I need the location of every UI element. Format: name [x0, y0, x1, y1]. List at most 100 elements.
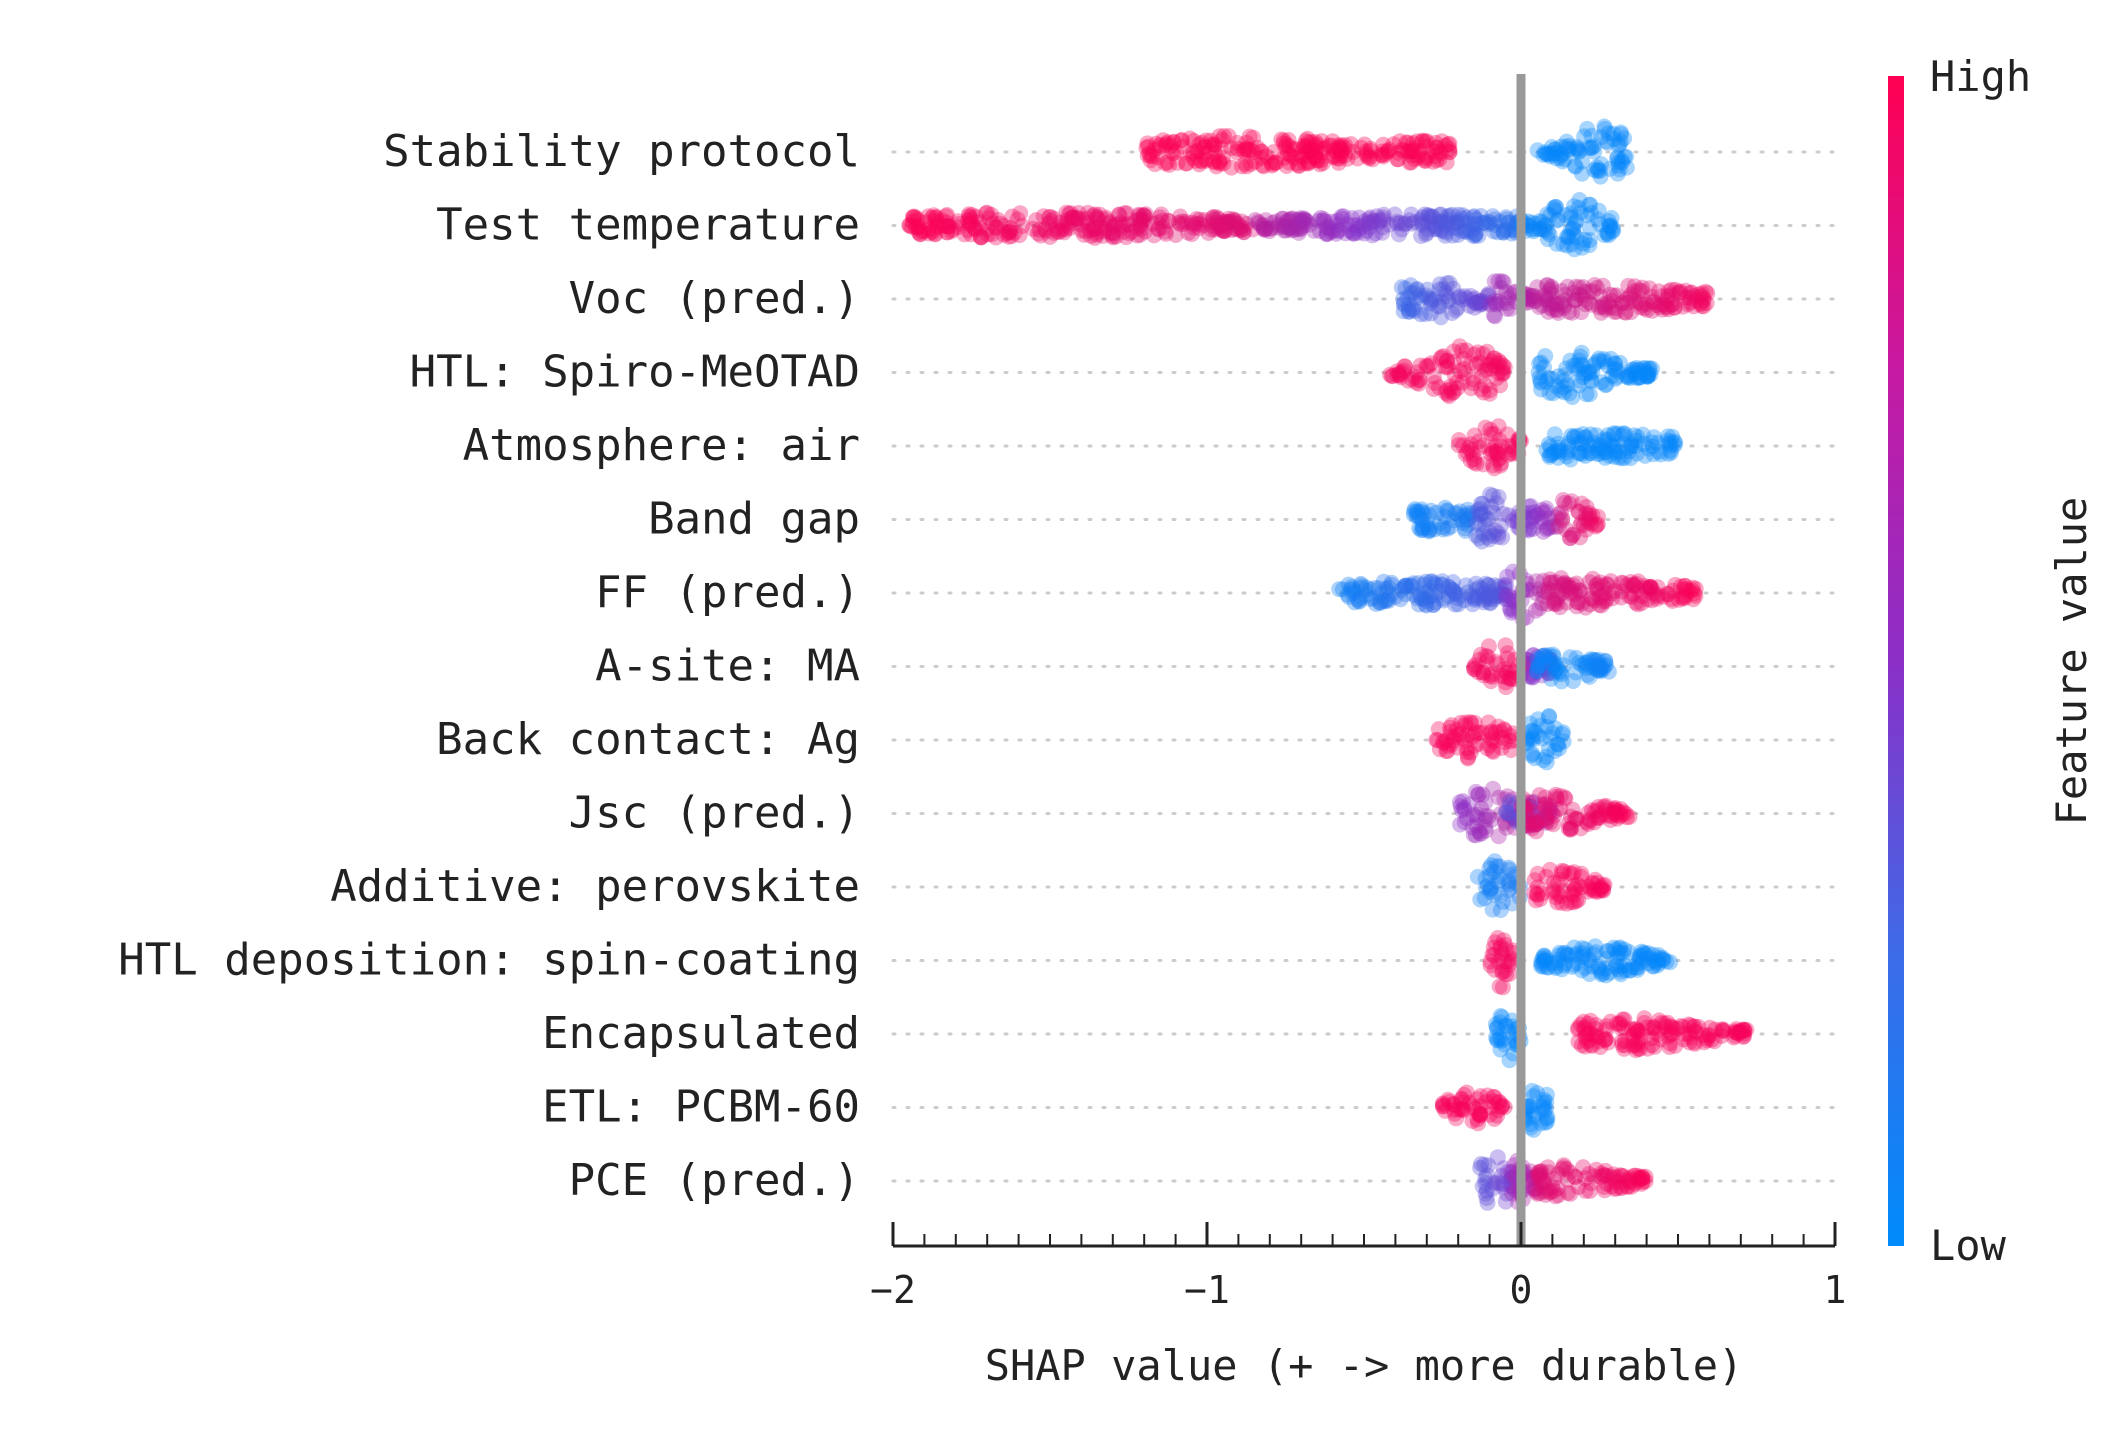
shap-point — [1543, 139, 1560, 155]
shap-point — [1184, 214, 1200, 231]
shap-point — [1602, 217, 1619, 234]
shap-point — [1551, 149, 1568, 166]
shap-point — [1309, 152, 1326, 169]
shap-point — [1168, 143, 1184, 160]
shap-point — [1685, 288, 1702, 305]
feature-label: Voc (pred.) — [569, 273, 860, 324]
shap-point — [1698, 295, 1715, 312]
x-tick-label: −2 — [870, 1268, 916, 1312]
shap-point — [1288, 221, 1305, 237]
shap-point — [1524, 816, 1541, 833]
shap-point — [1301, 142, 1318, 159]
shap-point — [1408, 281, 1425, 298]
shap-point — [967, 221, 984, 238]
shap-point — [1154, 219, 1171, 236]
shap-point — [1405, 142, 1422, 159]
shap-point — [1119, 215, 1136, 232]
shap-point — [1337, 225, 1354, 242]
shap-point — [1375, 206, 1392, 223]
shap-point — [1379, 142, 1396, 159]
shap-point — [1608, 303, 1625, 320]
shap-point — [1604, 292, 1621, 309]
shap-point — [1047, 221, 1063, 238]
shap-point — [1480, 357, 1497, 374]
shap-point — [1553, 145, 1570, 162]
shap-point — [1583, 139, 1599, 156]
shap-point — [1361, 219, 1378, 235]
shap-point — [1414, 132, 1431, 149]
shap-point — [1476, 214, 1493, 231]
shap-point — [1555, 492, 1572, 508]
shap-point — [910, 219, 927, 236]
shap-point — [1132, 211, 1149, 228]
shap-point — [1544, 295, 1561, 311]
shap-point — [1357, 213, 1374, 230]
shap-point — [1381, 216, 1397, 233]
shap-point — [1291, 157, 1308, 174]
shap-point — [1556, 151, 1573, 168]
shap-point — [1625, 576, 1642, 593]
shap-point — [1185, 219, 1202, 236]
shap-point — [1425, 217, 1442, 234]
shap-point — [1632, 947, 1649, 964]
shap-point — [1233, 213, 1250, 230]
shap-point — [1063, 209, 1080, 226]
shap-point — [1424, 208, 1441, 225]
shap-point — [1626, 278, 1643, 295]
shap-point — [1466, 454, 1483, 471]
shap-point — [1503, 441, 1520, 458]
shap-point — [1473, 292, 1490, 309]
shap-point — [1328, 143, 1345, 160]
shap-point — [1585, 283, 1602, 300]
shap-point — [1555, 236, 1572, 253]
shap-point — [1339, 216, 1355, 233]
shap-point — [939, 207, 956, 223]
shap-point — [1469, 1111, 1486, 1128]
shap-point — [1356, 216, 1372, 233]
shap-point — [1106, 217, 1123, 234]
shap-point — [1239, 141, 1256, 158]
shap-point — [934, 212, 951, 229]
shap-point — [1139, 135, 1156, 152]
shap-point — [1446, 353, 1462, 370]
shap-point — [1550, 736, 1567, 753]
shap-point — [1194, 217, 1211, 234]
shap-point — [1448, 374, 1465, 391]
shap-point — [1553, 295, 1570, 312]
shap-point — [1454, 374, 1471, 391]
shap-point — [1502, 880, 1519, 897]
shap-point — [1191, 156, 1208, 173]
shap-point — [1426, 143, 1443, 160]
shap-point — [1573, 344, 1590, 361]
feature-label: Atmosphere: air — [463, 420, 860, 471]
shap-point — [1306, 148, 1323, 165]
shap-point — [1595, 296, 1612, 313]
shap-point — [1051, 214, 1068, 231]
shap-point — [1604, 219, 1621, 236]
shap-point — [1173, 132, 1190, 149]
shap-point — [1225, 214, 1242, 231]
shap-point — [1419, 214, 1436, 231]
shap-point — [1642, 366, 1659, 383]
shap-point — [1455, 437, 1472, 454]
shap-point — [1562, 221, 1579, 238]
shap-point — [1481, 531, 1498, 548]
shap-point — [1375, 148, 1392, 165]
shap-point — [1395, 303, 1412, 320]
shap-point — [990, 211, 1006, 228]
shap-point — [1609, 165, 1626, 182]
shap-point — [1644, 360, 1660, 377]
shap-point — [1611, 354, 1628, 371]
shap-point — [1308, 149, 1324, 166]
shap-point — [1577, 296, 1594, 313]
shap-point — [1263, 154, 1280, 171]
shap-point — [1077, 223, 1094, 240]
shap-point — [1389, 363, 1406, 380]
shap-point — [1242, 141, 1259, 158]
shap-point — [1601, 218, 1618, 235]
shap-point — [1011, 227, 1028, 244]
shap-point — [1640, 361, 1657, 377]
shap-point — [1358, 143, 1375, 160]
shap-point — [1558, 133, 1575, 150]
shap-point — [1223, 140, 1240, 156]
